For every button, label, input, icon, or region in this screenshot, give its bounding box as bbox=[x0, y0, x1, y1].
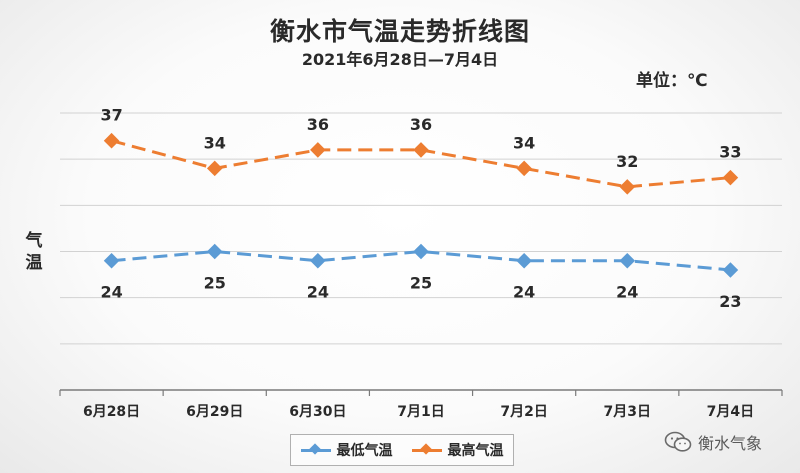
x-tick-label: 7月3日 bbox=[604, 404, 651, 420]
unit-label: 单位：℃ bbox=[636, 71, 708, 91]
data-label: 25 bbox=[204, 274, 226, 293]
data-point bbox=[722, 169, 739, 186]
legend: 最低气温 最高气温 bbox=[290, 434, 514, 466]
data-point bbox=[206, 160, 223, 177]
watermark-text: 衡水气象 bbox=[698, 434, 763, 453]
legend-swatch-low bbox=[300, 443, 331, 456]
y-axis-label: 气温 bbox=[25, 231, 43, 273]
data-label: 24 bbox=[307, 283, 329, 302]
data-point bbox=[722, 262, 739, 278]
x-tick-label: 7月1日 bbox=[397, 404, 444, 420]
chart-subtitle: 2021年6月28日—7月4日 bbox=[301, 50, 499, 69]
data-label: 36 bbox=[410, 115, 432, 134]
data-label: 32 bbox=[616, 152, 638, 171]
legend-item-high: 最高气温 bbox=[411, 440, 504, 460]
data-label: 25 bbox=[410, 274, 432, 293]
data-label: 34 bbox=[204, 133, 226, 152]
data-label: 33 bbox=[719, 143, 741, 162]
x-tick-label: 6月29日 bbox=[186, 404, 243, 420]
data-point bbox=[413, 142, 429, 158]
x-tick-label: 7月4日 bbox=[707, 404, 754, 420]
data-point bbox=[619, 252, 636, 269]
data-point bbox=[619, 179, 636, 195]
data-label: 24 bbox=[513, 283, 535, 302]
x-tick-label: 7月2日 bbox=[500, 404, 547, 420]
data-label: 23 bbox=[719, 292, 741, 311]
x-tick-label: 6月28日 bbox=[83, 404, 140, 420]
data-label: 24 bbox=[616, 283, 638, 302]
wechat-icon bbox=[664, 431, 692, 452]
data-label: 37 bbox=[100, 106, 122, 125]
data-label: 24 bbox=[100, 283, 122, 302]
data-point bbox=[103, 252, 120, 269]
data-point bbox=[516, 252, 532, 269]
data-label: 34 bbox=[513, 133, 535, 152]
data-point bbox=[103, 132, 120, 149]
data-point bbox=[516, 160, 532, 177]
legend-label-low: 最低气温 bbox=[336, 443, 393, 459]
legend-label-high: 最高气温 bbox=[447, 443, 504, 459]
data-label: 36 bbox=[307, 115, 329, 134]
data-point bbox=[206, 243, 223, 260]
legend-swatch-high bbox=[411, 443, 442, 456]
watermark: 衡水气象 bbox=[664, 430, 762, 454]
data-point bbox=[413, 243, 429, 260]
x-tick-label: 6月30日 bbox=[289, 404, 346, 420]
data-point bbox=[310, 142, 326, 158]
chart-title: 衡水市气温走势折线图 bbox=[269, 17, 530, 46]
data-point bbox=[310, 252, 326, 269]
legend-item-low: 最低气温 bbox=[300, 440, 393, 460]
